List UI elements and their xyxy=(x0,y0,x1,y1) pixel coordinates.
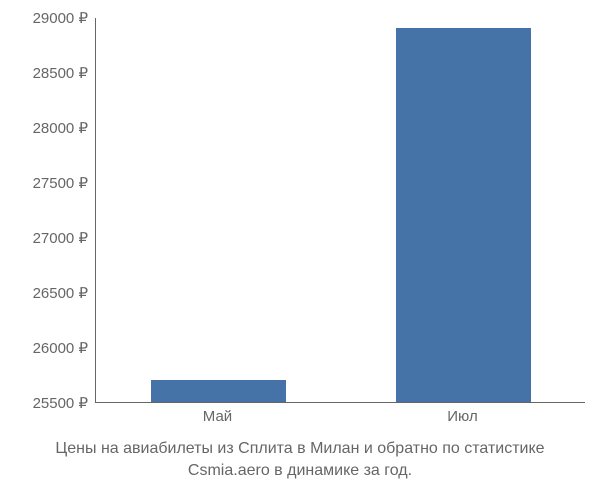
y-tick-label: 28500 ₽ xyxy=(33,64,88,82)
y-tick-label: 25500 ₽ xyxy=(33,394,88,412)
x-tick-label: Июл xyxy=(447,408,477,425)
bar xyxy=(396,28,531,402)
y-tick-label: 26500 ₽ xyxy=(33,284,88,302)
y-tick-label: 27000 ₽ xyxy=(33,229,88,247)
y-tick-label: 26000 ₽ xyxy=(33,339,88,357)
y-tick-label: 29000 ₽ xyxy=(33,9,88,27)
x-tick-label: Май xyxy=(203,408,232,425)
plot-area xyxy=(95,18,585,403)
price-bar-chart: 25500 ₽ 26000 ₽ 26500 ₽ 27000 ₽ 27500 ₽ 28000… xyxy=(0,0,600,500)
y-tick-label: 28000 ₽ xyxy=(33,119,88,137)
bar xyxy=(151,380,286,402)
chart-caption: Цены на авиабилеты из Сплита в Милан и о… xyxy=(0,438,600,481)
y-tick-label: 27500 ₽ xyxy=(33,174,88,192)
